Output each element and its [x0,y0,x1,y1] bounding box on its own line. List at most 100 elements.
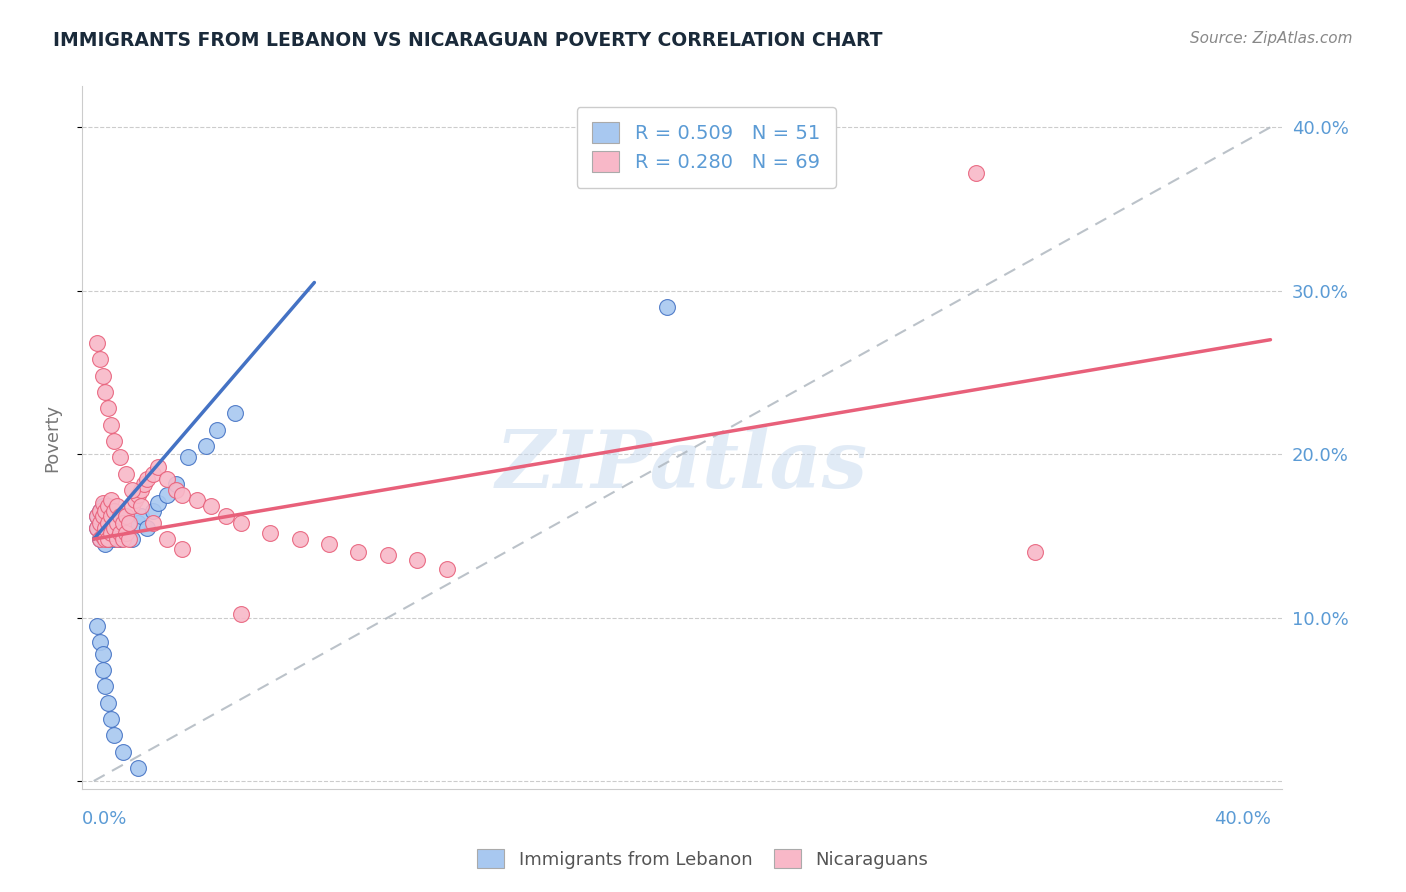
Legend: R = 0.509   N = 51, R = 0.280   N = 69: R = 0.509 N = 51, R = 0.280 N = 69 [576,107,835,188]
Point [91,509,114,524]
Point [142,516,165,530]
Point [86,521,108,535]
Point [91,647,114,661]
Point [142,467,165,481]
Point [94,679,117,693]
Point [91,521,114,535]
Text: 40.0%: 40.0% [1213,811,1271,829]
Point [132,476,155,491]
Point [1024,545,1046,559]
Point [207,423,229,437]
Point [94,537,117,551]
Point [91,663,114,677]
Point [170,488,193,502]
Point [97,500,120,514]
Point [89,635,111,649]
Point [105,516,128,530]
Point [406,553,429,567]
Text: IMMIGRANTS FROM LEBANON VS NICARAGUAN POVERTY CORRELATION CHART: IMMIGRANTS FROM LEBANON VS NICARAGUAN PO… [53,31,883,50]
Point [142,504,165,518]
Point [103,504,125,518]
Point [318,537,340,551]
Point [377,549,399,563]
Point [156,472,179,486]
Point [86,509,108,524]
Point [100,712,122,726]
Point [103,521,125,535]
Point [115,467,138,481]
Point [91,368,114,383]
Point [103,532,125,546]
Point [89,516,111,530]
Point [965,166,987,180]
Point [118,516,141,530]
Point [186,492,208,507]
Point [94,504,117,518]
Point [288,532,311,546]
Point [121,483,143,497]
Point [165,476,187,491]
Point [94,504,117,518]
Point [112,512,135,526]
Point [86,509,108,524]
Point [112,532,135,546]
Point [94,521,117,535]
Point [194,439,217,453]
Y-axis label: Poverty: Poverty [44,404,60,472]
Point [100,492,122,507]
Point [129,483,152,497]
Point [100,509,122,524]
Point [97,696,120,710]
Point [436,561,458,575]
Point [121,500,143,514]
Point [118,532,141,546]
Point [94,516,117,530]
Point [91,512,114,526]
Point [135,472,157,486]
Point [100,525,122,540]
Point [97,509,120,524]
Point [200,500,222,514]
Point [129,509,152,524]
Point [115,509,138,524]
Point [135,521,157,535]
Point [127,488,149,502]
Point [105,532,128,546]
Point [97,521,120,535]
Legend: Immigrants from Lebanon, Nicaraguans: Immigrants from Lebanon, Nicaraguans [470,842,936,876]
Point [224,406,246,420]
Point [89,504,111,518]
Point [91,529,114,543]
Point [112,516,135,530]
Text: Source: ZipAtlas.com: Source: ZipAtlas.com [1189,31,1353,46]
Point [105,500,128,514]
Point [148,460,170,475]
Point [94,532,117,546]
Point [156,532,179,546]
Point [259,525,281,540]
Point [148,496,170,510]
Point [127,516,149,530]
Point [86,618,108,632]
Point [97,532,120,546]
Text: 0.0%: 0.0% [82,811,128,829]
Point [108,450,131,465]
Point [115,521,138,535]
Point [229,516,252,530]
Point [170,541,193,556]
Point [89,532,111,546]
Point [124,492,146,507]
Point [108,521,131,535]
Point [89,504,111,518]
Point [112,745,135,759]
Point [108,525,131,540]
Point [94,384,117,399]
Point [86,335,108,350]
Point [215,509,238,524]
Point [657,300,679,314]
Point [105,516,128,530]
Point [108,532,131,546]
Point [100,512,122,526]
Point [91,529,114,543]
Point [103,728,125,742]
